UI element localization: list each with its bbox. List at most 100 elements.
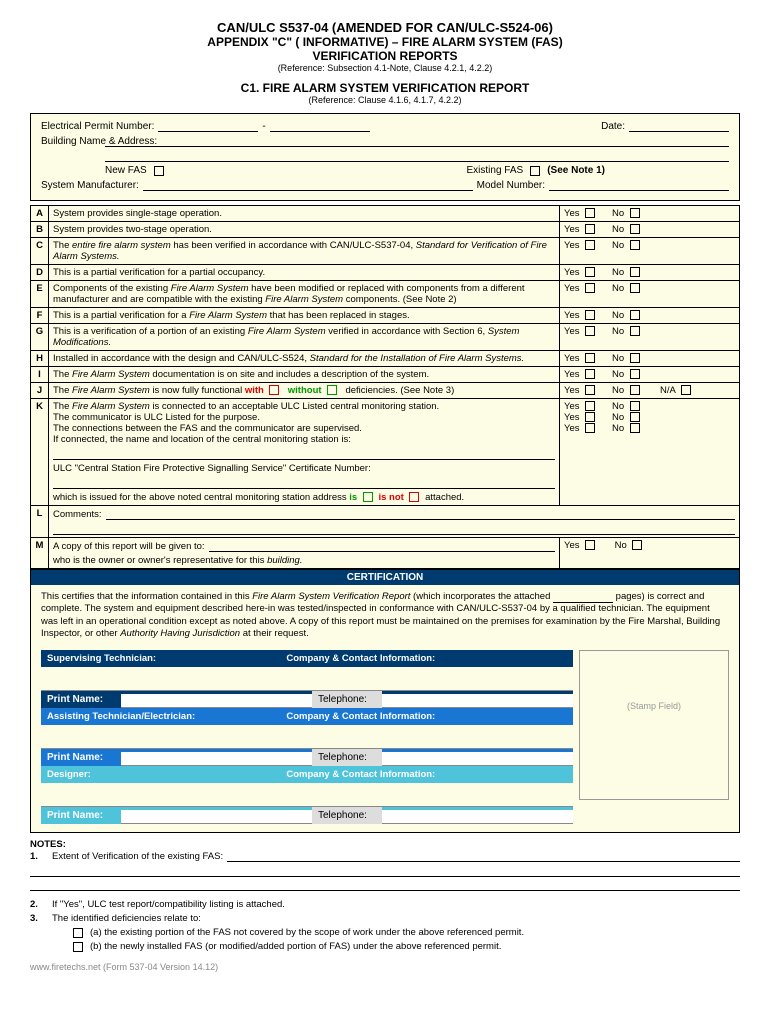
I-yes[interactable]	[585, 369, 595, 379]
row-h: HInstalled in accordance with the design…	[31, 351, 740, 367]
k3-no[interactable]	[630, 423, 640, 433]
company-field-0[interactable]	[280, 667, 573, 691]
date-field[interactable]	[629, 120, 729, 132]
date-label: Date:	[601, 121, 625, 132]
I-no[interactable]	[630, 369, 640, 379]
notes-section: NOTES: 1.Extent of Verification of the e…	[30, 839, 740, 952]
row-l: L Comments:	[31, 506, 740, 538]
cert-text: This certifies that the information cont…	[31, 585, 739, 646]
bldg-field-1[interactable]	[105, 135, 729, 147]
exfas-label: Existing FAS	[467, 165, 524, 176]
B-yes[interactable]	[585, 224, 595, 234]
tel-field-2[interactable]	[382, 810, 573, 824]
m-no[interactable]	[632, 540, 642, 550]
C-yes[interactable]	[585, 240, 595, 250]
k-cert-field[interactable]	[53, 477, 555, 489]
newfas-checkbox[interactable]	[154, 166, 164, 176]
J-na[interactable]	[681, 385, 691, 395]
sig-left: Supervising Technician:Company & Contact…	[41, 650, 573, 824]
k-line-5: ULC "Central Station Fire Protective Sig…	[53, 463, 555, 474]
row-d: DThis is a partial verification for a pa…	[31, 265, 740, 281]
sig-pn-row-0: Print Name:Telephone:	[41, 691, 573, 708]
top-section: Electrical Permit Number: - Date: Buildi…	[30, 113, 740, 201]
tel-field-0[interactable]	[382, 694, 573, 708]
k2-no[interactable]	[630, 412, 640, 422]
k-line-2: The communicator is ULC Listed for the p…	[53, 412, 555, 423]
F-no[interactable]	[630, 310, 640, 320]
pn-field-0[interactable]	[121, 694, 312, 708]
note1-line3[interactable]	[30, 879, 740, 891]
k-station-field[interactable]	[53, 448, 555, 460]
exfas-checkbox[interactable]	[530, 166, 540, 176]
bldg-field-2[interactable]	[105, 150, 729, 162]
seenote-label: (See Note 1)	[547, 165, 605, 176]
F-yes[interactable]	[585, 310, 595, 320]
G-no[interactable]	[630, 326, 640, 336]
k-line-6: which is issued for the above noted cent…	[53, 492, 555, 503]
ref-1: (Reference: Subsection 4.1-Note, Clause …	[30, 63, 740, 73]
J-no[interactable]	[630, 385, 640, 395]
k-line-4: If connected, the name and location of t…	[53, 434, 555, 445]
A-no[interactable]	[630, 208, 640, 218]
sig-role-1: Assisting Technician/Electrician:Company…	[41, 708, 573, 725]
mfr-field[interactable]	[143, 179, 473, 191]
given-to-field[interactable]	[209, 540, 555, 552]
k1-no[interactable]	[630, 401, 640, 411]
J-yes[interactable]	[585, 385, 595, 395]
k1-yes[interactable]	[585, 401, 595, 411]
m-line-2: who is the owner or owner's representati…	[53, 555, 555, 566]
cert-section: CERTIFICATION This certifies that the in…	[30, 569, 740, 833]
stamp-field[interactable]: (Stamp Field)	[579, 650, 729, 800]
permit-label: Electrical Permit Number:	[41, 121, 154, 132]
k3-yes[interactable]	[585, 423, 595, 433]
company-field-1[interactable]	[280, 725, 573, 749]
row-a: ASystem provides single-stage operation.…	[31, 206, 740, 222]
H-no[interactable]	[630, 353, 640, 363]
note3b-checkbox[interactable]	[73, 942, 83, 952]
sig-pn-row-1: Print Name:Telephone:	[41, 749, 573, 766]
newfas-label: New FAS	[105, 165, 147, 176]
pn-field-1[interactable]	[121, 752, 312, 766]
comments-field[interactable]	[106, 508, 735, 520]
sig-field-2[interactable]	[41, 783, 280, 807]
row-k: K The Fire Alarm System is connected to …	[31, 399, 740, 506]
note1-field[interactable]	[227, 850, 740, 862]
isnot-checkbox[interactable]	[409, 492, 419, 502]
sig-field-1[interactable]	[41, 725, 280, 749]
E-no[interactable]	[630, 283, 640, 293]
C-no[interactable]	[630, 240, 640, 250]
cert-bar: CERTIFICATION	[31, 570, 739, 585]
row-j: JThe Fire Alarm System is now fully func…	[31, 383, 740, 399]
sig-field-0[interactable]	[41, 667, 280, 691]
model-field[interactable]	[549, 179, 729, 191]
title-2: APPENDIX "C" ( INFORMATIVE) – FIRE ALARM…	[30, 35, 740, 49]
tel-field-1[interactable]	[382, 752, 573, 766]
company-field-2[interactable]	[280, 783, 573, 807]
permit-field-2[interactable]	[270, 120, 370, 132]
m-yes[interactable]	[585, 540, 595, 550]
B-no[interactable]	[630, 224, 640, 234]
note1-line2[interactable]	[30, 865, 740, 877]
mfr-label: System Manufacturer:	[41, 180, 139, 191]
note3a-checkbox[interactable]	[73, 928, 83, 938]
G-yes[interactable]	[585, 326, 595, 336]
row-m: M A copy of this report will be given to…	[31, 538, 740, 569]
comments-field-2[interactable]	[53, 523, 735, 535]
k-yn: Yes No Yes No Yes No	[560, 399, 740, 506]
row-b: BSystem provides two-stage operation.Yes…	[31, 222, 740, 238]
A-yes[interactable]	[585, 208, 595, 218]
permit-field-1[interactable]	[158, 120, 258, 132]
k2-yes[interactable]	[585, 412, 595, 422]
sig-wrap: Supervising Technician:Company & Contact…	[31, 646, 739, 832]
ref-2: (Reference: Clause 4.1.6, 4.1.7, 4.2.2)	[30, 95, 740, 105]
E-yes[interactable]	[585, 283, 595, 293]
H-yes[interactable]	[585, 353, 595, 363]
title-1: CAN/ULC S537-04 (AMENDED FOR CAN/ULC-S52…	[30, 20, 740, 35]
pn-field-2[interactable]	[121, 810, 312, 824]
row-g: GThis is a verification of a portion of …	[31, 324, 740, 351]
D-no[interactable]	[630, 267, 640, 277]
is-checkbox[interactable]	[363, 492, 373, 502]
D-yes[interactable]	[585, 267, 595, 277]
header: CAN/ULC S537-04 (AMENDED FOR CAN/ULC-S52…	[30, 20, 740, 105]
sig-role-2: Designer:Company & Contact Information:	[41, 766, 573, 783]
